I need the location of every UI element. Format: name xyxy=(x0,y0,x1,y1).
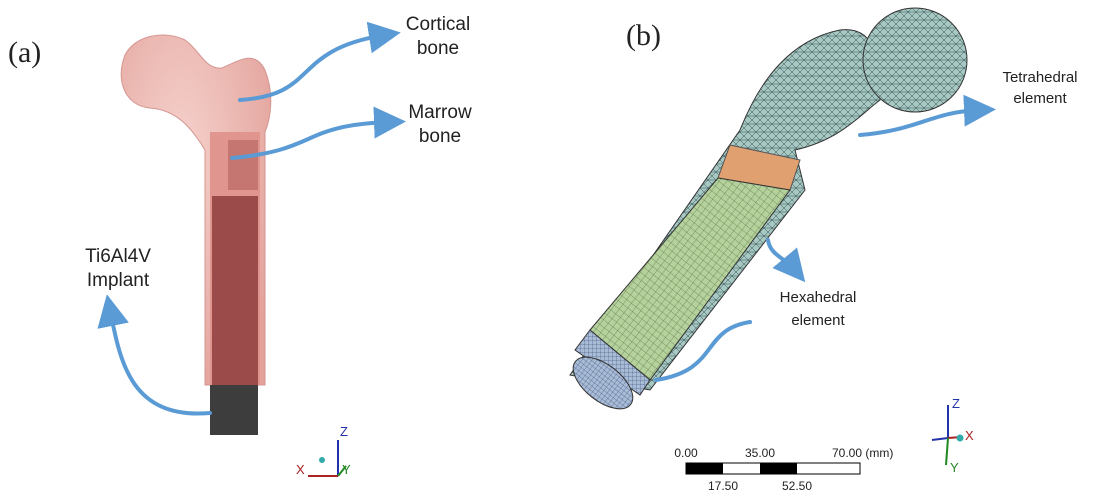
axis-triad: Z X Y xyxy=(932,396,974,475)
arrow xyxy=(768,240,795,270)
annotation: element xyxy=(1013,90,1067,107)
arrow xyxy=(110,310,210,414)
scale-label: 17.50 xyxy=(708,479,738,493)
marrow-cavity xyxy=(228,140,258,190)
panel-label: (b) xyxy=(626,19,661,52)
panel-b: (b) Tetrahedral element Hexahedral eleme… xyxy=(564,8,1077,493)
annotation: bone xyxy=(419,126,461,147)
femoral-head xyxy=(863,8,967,112)
figure: (a) Cortical bone Marrow bone Ti6Al4V Im… xyxy=(0,0,1104,496)
canal xyxy=(212,196,258,385)
panel-a: (a) Cortical bone Marrow bone Ti6Al4V Im… xyxy=(8,14,472,477)
scale-bar: 0.00 35.00 70.00 (mm) 17.50 52.50 xyxy=(674,446,893,493)
axis-label: Z xyxy=(340,424,348,439)
annotation: Tetrahedral xyxy=(1002,69,1077,86)
arrow xyxy=(860,110,980,135)
axis-label: Y xyxy=(342,462,351,477)
axis-label: X xyxy=(296,462,305,477)
axis-triad: Z X Y xyxy=(296,424,351,477)
axis-label: Y xyxy=(950,460,959,475)
panel-label: (a) xyxy=(8,36,41,69)
annotation: Hexahedral xyxy=(780,289,857,306)
axis-label: Z xyxy=(952,396,960,411)
annotation: Implant xyxy=(87,270,150,291)
scale-label: 0.00 xyxy=(674,446,698,460)
annotation: element xyxy=(791,312,845,329)
implant xyxy=(210,385,258,435)
scale-label: 52.50 xyxy=(782,479,812,493)
scale-label: 70.00 (mm) xyxy=(832,446,893,460)
scale-label: 35.00 xyxy=(745,446,775,460)
annotation: Marrow xyxy=(408,102,472,123)
annotation: Ti6Al4V xyxy=(85,246,151,267)
annotation: Cortical xyxy=(406,14,470,35)
annotation: bone xyxy=(417,38,459,59)
axis-label: X xyxy=(965,428,974,443)
